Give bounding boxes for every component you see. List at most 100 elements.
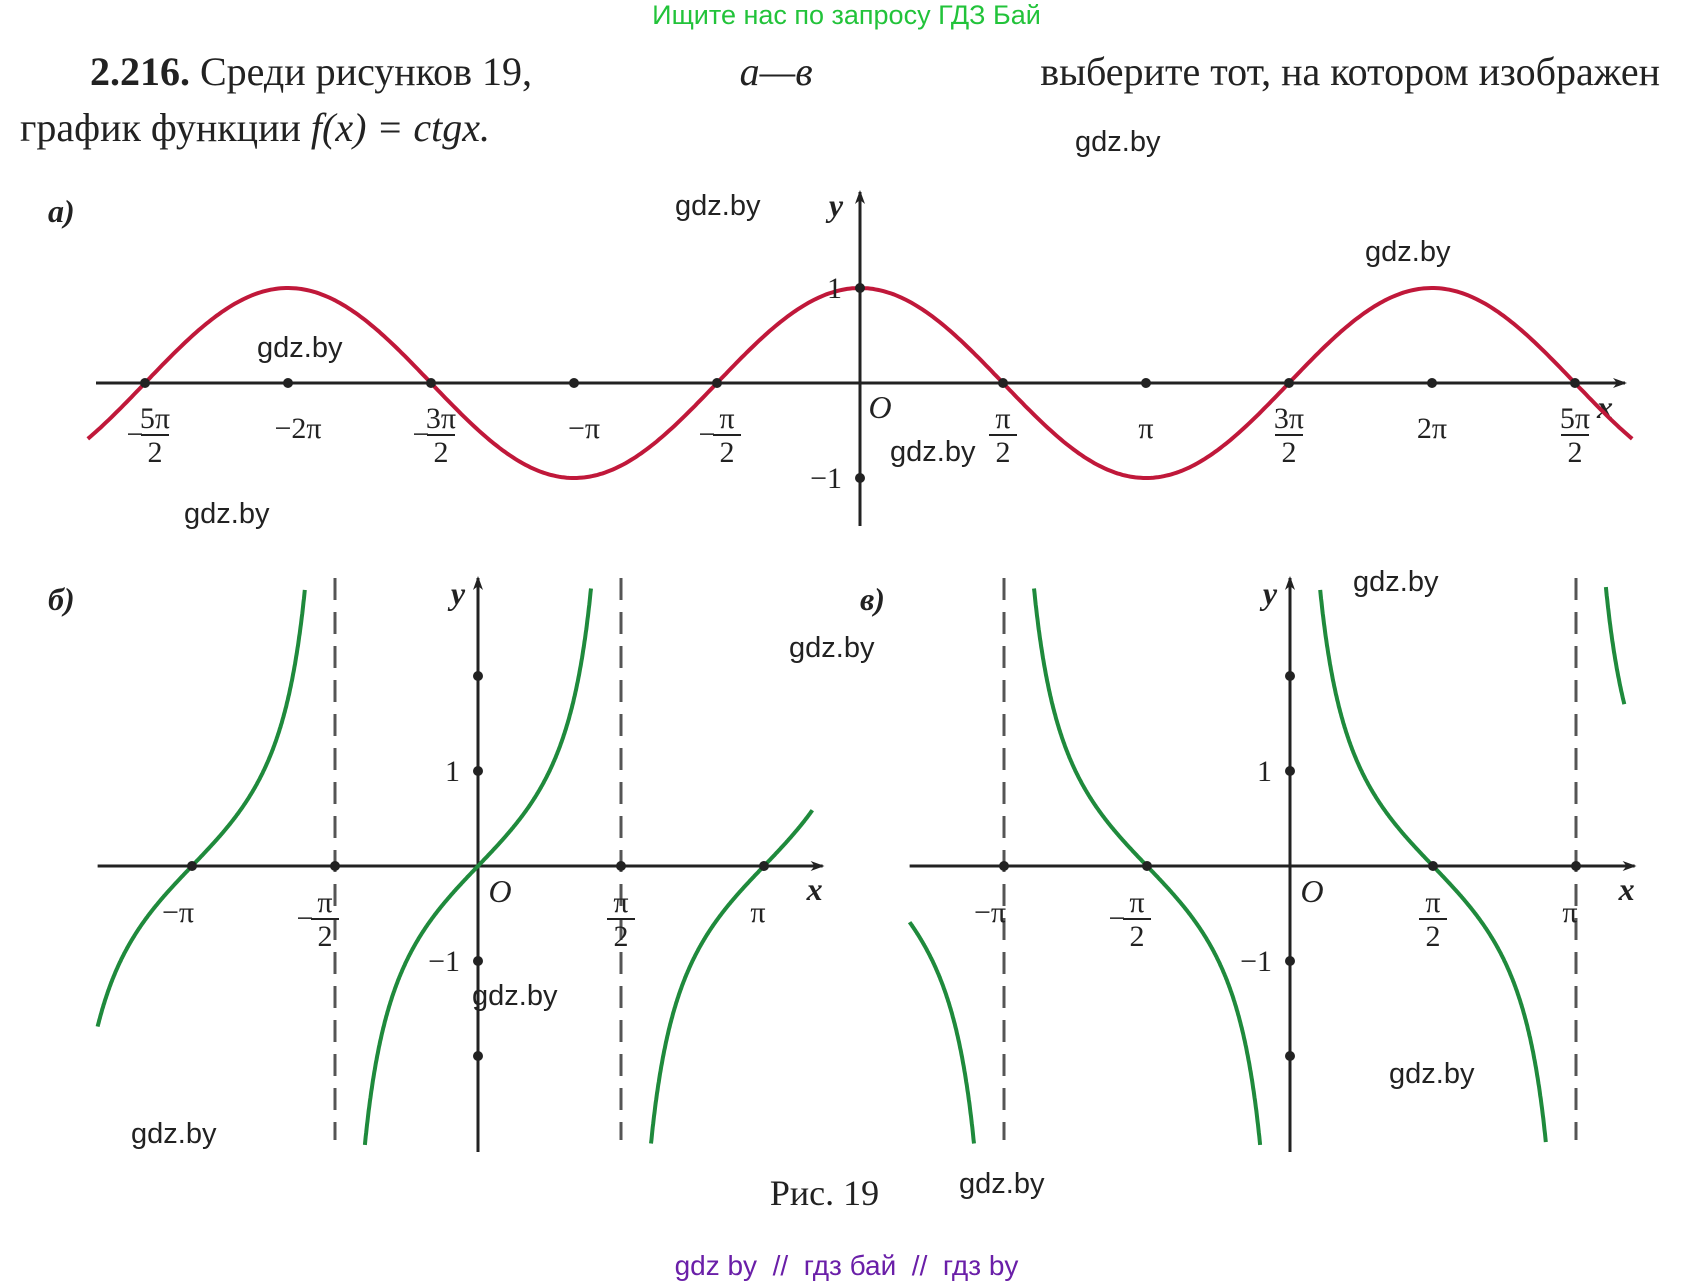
x-tick-label-3: −π	[568, 412, 600, 445]
y-tick-label-0: 1	[445, 755, 460, 788]
y-tick-point	[473, 671, 483, 681]
x-tick-label-0: −5π2	[127, 402, 171, 469]
problem-line-1: 2.216. Среди рисунков 19, а—в выберите т…	[20, 44, 1660, 100]
y-tick-point	[1285, 766, 1295, 776]
y-tick-label-1: −1	[810, 462, 842, 495]
x-tick-label-4-den: 2	[720, 436, 735, 469]
top-banner: Ищите нас по запросу ГДЗ Бай	[652, 0, 1041, 30]
x-tick-label-0-text: −π	[162, 896, 194, 929]
x-tick-label-0-den: 2	[148, 436, 163, 469]
curve-tg-x	[95, 588, 814, 1146]
x-tick-label-4-num: π	[719, 402, 734, 435]
x-tick-label-8: 2π	[1417, 412, 1447, 445]
x-tick-label-1-sign: −	[297, 902, 314, 935]
watermark: gdz.by	[890, 436, 976, 468]
y-tick-point	[473, 1051, 483, 1061]
x-tick-point	[1284, 378, 1294, 388]
y-tick-point	[1285, 1051, 1295, 1061]
x-axis-label: x	[806, 871, 823, 907]
x-tick-point	[1141, 378, 1151, 388]
x-tick-point	[283, 378, 293, 388]
x-tick-label-1: −2π	[274, 412, 321, 445]
x-tick-point	[426, 378, 436, 388]
x-tick-label-1-num: π	[1129, 886, 1144, 919]
x-tick-label-0: −π	[974, 896, 1006, 929]
x-tick-label-2-den: 2	[614, 920, 629, 953]
x-tick-label-8-text: 2π	[1417, 412, 1447, 445]
x-tick-label-1-text: −2π	[274, 412, 321, 445]
x-tick-label-0-num: 5π	[140, 402, 170, 435]
x-tick-label-5-den: 2	[996, 436, 1011, 469]
y-tick-point	[473, 956, 483, 966]
x-tick-label-1-num: π	[317, 886, 332, 919]
x-tick-point	[999, 861, 1009, 871]
y-axis-label: y	[1259, 575, 1278, 611]
problem-text-3: выберите тот, на котором изображен	[1040, 49, 1660, 94]
x-tick-label-2-num: π	[613, 886, 628, 919]
x-tick-label-4: − π2	[699, 402, 741, 469]
panel-label-a: а)	[48, 193, 75, 229]
x-tick-label-5: π2	[989, 402, 1017, 469]
x-tick-label-3-text: −π	[568, 412, 600, 445]
origin-label: O	[868, 389, 891, 425]
x-tick-label-2-num: 3π	[426, 402, 456, 435]
problem-text-2: а—в	[739, 49, 813, 94]
x-tick-label-1: − π2	[297, 886, 339, 953]
watermark: gdz.by	[472, 980, 558, 1012]
panel-label-b: б)	[48, 581, 75, 617]
footer-links: gdz by // гдз бай // гдз by	[674, 1250, 1019, 1281]
x-tick-label-6-text: π	[1138, 412, 1153, 445]
y-tick-point	[855, 473, 865, 483]
x-tick-point	[330, 861, 340, 871]
figure-caption: Рис. 19	[769, 1173, 880, 1213]
x-tick-point	[1428, 861, 1438, 871]
x-tick-label-9-num: 5π	[1560, 402, 1590, 435]
y-tick-point	[1285, 956, 1295, 966]
watermark: gdz.by	[1365, 236, 1451, 268]
x-axis-label: x	[1618, 871, 1635, 907]
watermark: gdz.by	[257, 332, 343, 364]
x-tick-label-1: − π2	[1109, 886, 1151, 953]
x-tick-label-1-den: 2	[1130, 920, 1145, 953]
y-tick-label-0: 1	[827, 272, 842, 305]
y-tick-point	[855, 283, 865, 293]
x-tick-label-1-den: 2	[318, 920, 333, 953]
problem-formula: f(x) = ctgx.	[310, 105, 491, 150]
x-tick-label-2-den: 2	[1426, 920, 1441, 953]
x-tick-label-2-num: π	[1425, 886, 1440, 919]
y-tick-label-0: 1	[1257, 755, 1272, 788]
y-tick-point	[1285, 671, 1295, 681]
x-tick-label-0-sign: −	[127, 418, 144, 451]
x-tick-label-3-text: π	[750, 896, 765, 929]
problem-statement: 2.216. Среди рисунков 19, а—в выберите т…	[20, 44, 1660, 156]
x-tick-point	[998, 378, 1008, 388]
problem-text-4: график функции	[20, 105, 301, 150]
x-tick-label-3-text: π	[1562, 896, 1577, 929]
y-tick-point	[473, 766, 483, 776]
x-tick-point	[1427, 378, 1437, 388]
x-tick-point	[759, 861, 769, 871]
panel-label-c: в)	[860, 581, 885, 617]
x-tick-label-7: 3π2	[1274, 402, 1304, 469]
watermark: gdz.by	[1389, 1058, 1475, 1090]
watermark: gdz.by	[131, 1118, 217, 1150]
origin-label: O	[488, 873, 511, 909]
x-tick-label-5-num: π	[995, 402, 1010, 435]
watermark: gdz.by	[1353, 566, 1439, 598]
x-tick-label-7-den: 2	[1282, 436, 1297, 469]
watermark: gdz.by	[959, 1168, 1045, 1200]
watermark: gdz.by	[789, 632, 875, 664]
x-tick-label-2: −3π2	[413, 402, 457, 469]
x-tick-label-9-den: 2	[1568, 436, 1583, 469]
x-tick-label-2-den: 2	[434, 436, 449, 469]
x-tick-label-2: π2	[607, 886, 635, 953]
x-tick-label-2-sign: −	[413, 418, 430, 451]
origin-label: O	[1300, 873, 1323, 909]
x-tick-point	[616, 861, 626, 871]
y-axis-label: y	[825, 187, 844, 223]
x-tick-label-9: 5π2	[1560, 402, 1590, 469]
